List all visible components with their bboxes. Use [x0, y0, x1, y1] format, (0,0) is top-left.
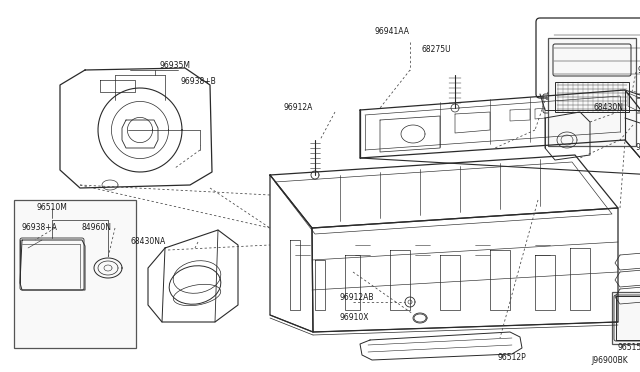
- Text: 96910X: 96910X: [340, 314, 369, 323]
- Text: 96938+A: 96938+A: [22, 224, 58, 232]
- Text: 68430N: 68430N: [594, 103, 624, 112]
- Text: 84960N: 84960N: [82, 224, 112, 232]
- Text: 96950: 96950: [636, 144, 640, 153]
- Bar: [548, 38, 636, 146]
- Text: J96900BK: J96900BK: [591, 356, 628, 365]
- Text: 96515: 96515: [618, 343, 640, 353]
- Text: 96912A: 96912A: [284, 103, 313, 112]
- Text: 96510M: 96510M: [36, 203, 67, 212]
- Text: 96912Q: 96912Q: [638, 65, 640, 74]
- Text: 68275U: 68275U: [421, 45, 451, 55]
- Text: 96941AA: 96941AA: [374, 28, 410, 36]
- Text: 96935M: 96935M: [159, 61, 191, 70]
- Text: 96912AB: 96912AB: [340, 294, 374, 302]
- Text: 68430NA: 68430NA: [131, 237, 166, 247]
- Bar: [14, 200, 136, 348]
- Text: 96938+B: 96938+B: [180, 77, 216, 87]
- Bar: [555, 82, 629, 112]
- Bar: [612, 292, 640, 344]
- Text: 96512P: 96512P: [498, 353, 527, 362]
